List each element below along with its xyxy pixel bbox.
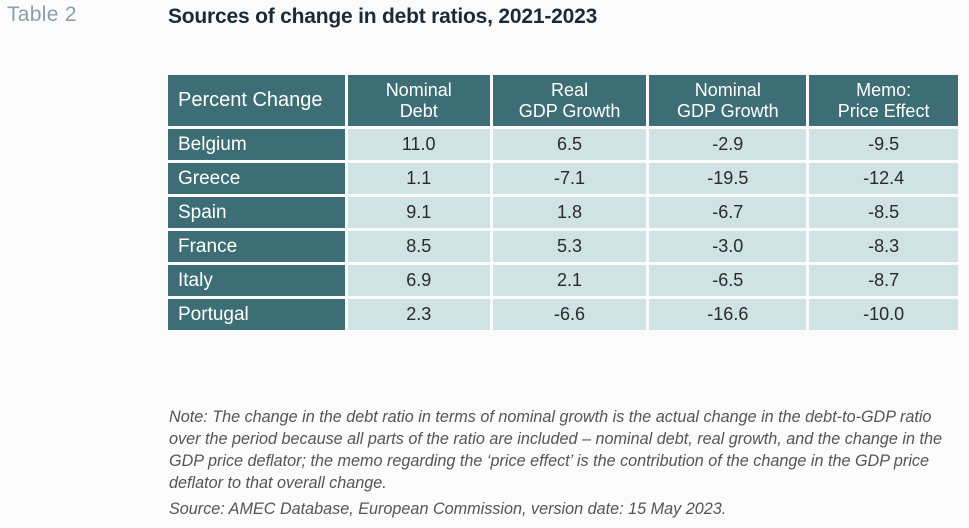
column-header-real-gdp-growth: Real GDP Growth	[492, 75, 647, 126]
value-cell: -6.6	[492, 299, 647, 330]
country-cell: Portugal	[168, 299, 345, 330]
column-header-line1: Memo:	[856, 79, 912, 100]
value-cell: 6.5	[492, 129, 647, 160]
country-cell: France	[168, 231, 345, 262]
value-cell: -3.0	[649, 231, 807, 262]
column-header-line2: Debt	[399, 100, 438, 121]
row-header-cell: Percent Change	[168, 75, 345, 126]
debt-ratio-table: Percent Change Nominal Debt Real GDP Gro…	[165, 72, 961, 333]
column-header-line2: GDP Growth	[518, 100, 621, 121]
value-cell: -8.3	[809, 231, 958, 262]
source-citation: Source: AMEC Database, European Commissi…	[169, 500, 727, 518]
value-cell: -6.7	[649, 197, 807, 228]
table-row: Spain 9.1 1.8 -6.7 -8.5	[168, 197, 958, 228]
value-cell: -10.0	[809, 299, 958, 330]
table-number-label: Table 2	[7, 3, 77, 26]
value-cell: 2.3	[347, 299, 490, 330]
country-cell: Greece	[168, 163, 345, 194]
value-cell: -19.5	[649, 163, 807, 194]
country-cell: Spain	[168, 197, 345, 228]
value-cell: 9.1	[347, 197, 490, 228]
page-title: Sources of change in debt ratios, 2021-2…	[168, 5, 598, 28]
table-row: Belgium 11.0 6.5 -2.9 -9.5	[168, 129, 958, 160]
value-cell: -16.6	[649, 299, 807, 330]
value-cell: 1.1	[347, 163, 490, 194]
column-header-line1: Real	[551, 79, 589, 100]
value-cell: 2.1	[492, 265, 647, 296]
value-cell: 11.0	[347, 129, 490, 160]
country-cell: Italy	[168, 265, 345, 296]
table-row: Italy 6.9 2.1 -6.5 -8.7	[168, 265, 958, 296]
value-cell: 5.3	[492, 231, 647, 262]
value-cell: -9.5	[809, 129, 958, 160]
value-cell: -6.5	[649, 265, 807, 296]
table-header-row: Percent Change Nominal Debt Real GDP Gro…	[168, 75, 958, 126]
column-header-nominal-debt: Nominal Debt	[347, 75, 490, 126]
column-header-nominal-gdp-growth: Nominal GDP Growth	[649, 75, 807, 126]
value-cell: -8.5	[809, 197, 958, 228]
column-header-line1: Nominal	[694, 79, 761, 100]
value-cell: 1.8	[492, 197, 647, 228]
value-cell: -12.4	[809, 163, 958, 194]
table-note: Note: The change in the debt ratio in te…	[169, 408, 943, 492]
column-header-price-effect: Memo: Price Effect	[809, 75, 958, 126]
value-cell: 8.5	[347, 231, 490, 262]
table-row: Portugal 2.3 -6.6 -16.6 -10.0	[168, 299, 958, 330]
column-header-line2: Price Effect	[837, 100, 930, 121]
value-cell: 6.9	[347, 265, 490, 296]
value-cell: -7.1	[492, 163, 647, 194]
table-row: Greece 1.1 -7.1 -19.5 -12.4	[168, 163, 958, 194]
country-cell: Belgium	[168, 129, 345, 160]
table-row: France 8.5 5.3 -3.0 -8.3	[168, 231, 958, 262]
column-header-line1: Nominal	[385, 79, 452, 100]
column-header-line2: GDP Growth	[676, 100, 779, 121]
value-cell: -2.9	[649, 129, 807, 160]
value-cell: -8.7	[809, 265, 958, 296]
